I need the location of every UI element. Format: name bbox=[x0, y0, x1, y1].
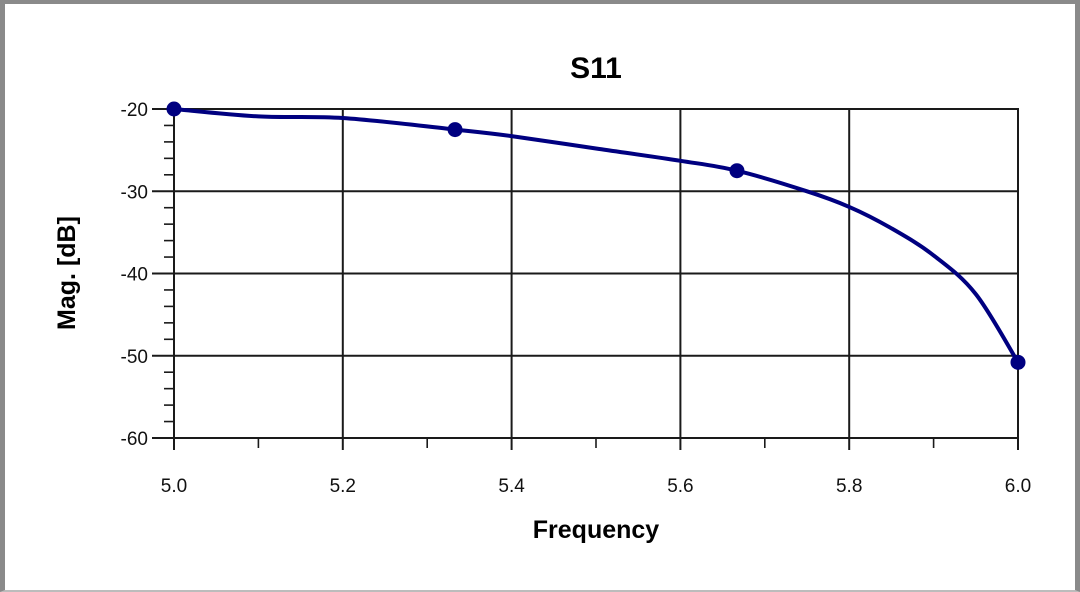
x-tick-label: 6.0 bbox=[1005, 476, 1031, 497]
data-series bbox=[172, 107, 1020, 365]
y-tick-label: -40 bbox=[121, 265, 148, 286]
data-markers bbox=[166, 101, 1026, 370]
s11-series-line bbox=[172, 107, 1020, 365]
data-point-marker bbox=[166, 101, 182, 117]
y-tick-label: -60 bbox=[121, 429, 148, 450]
x-tick-label: 5.8 bbox=[836, 476, 862, 497]
x-tick-label: 5.4 bbox=[498, 476, 525, 497]
axis-ticks bbox=[152, 108, 1019, 450]
x-tick-label: 5.2 bbox=[330, 476, 356, 497]
data-point-marker bbox=[729, 163, 745, 179]
y-tick-label: -30 bbox=[121, 182, 148, 203]
y-tick-label: -20 bbox=[121, 100, 148, 121]
y-axis-title: Mag. [dB] bbox=[53, 216, 81, 330]
y-tick-label: -50 bbox=[121, 347, 148, 368]
tick-labels: 5.0 5.2 5.4 5.6 5.8 6.0 -20 -30 -40 -50 -60 bbox=[121, 100, 1032, 497]
x-tick-label: 5.0 bbox=[161, 476, 187, 497]
grid-lines bbox=[173, 108, 1019, 439]
data-point-marker bbox=[447, 122, 463, 138]
x-tick-label: 5.6 bbox=[667, 476, 693, 497]
data-point-marker bbox=[1010, 354, 1026, 370]
x-axis-title: Frequency bbox=[533, 516, 660, 544]
chart-title: S11 bbox=[570, 52, 622, 85]
